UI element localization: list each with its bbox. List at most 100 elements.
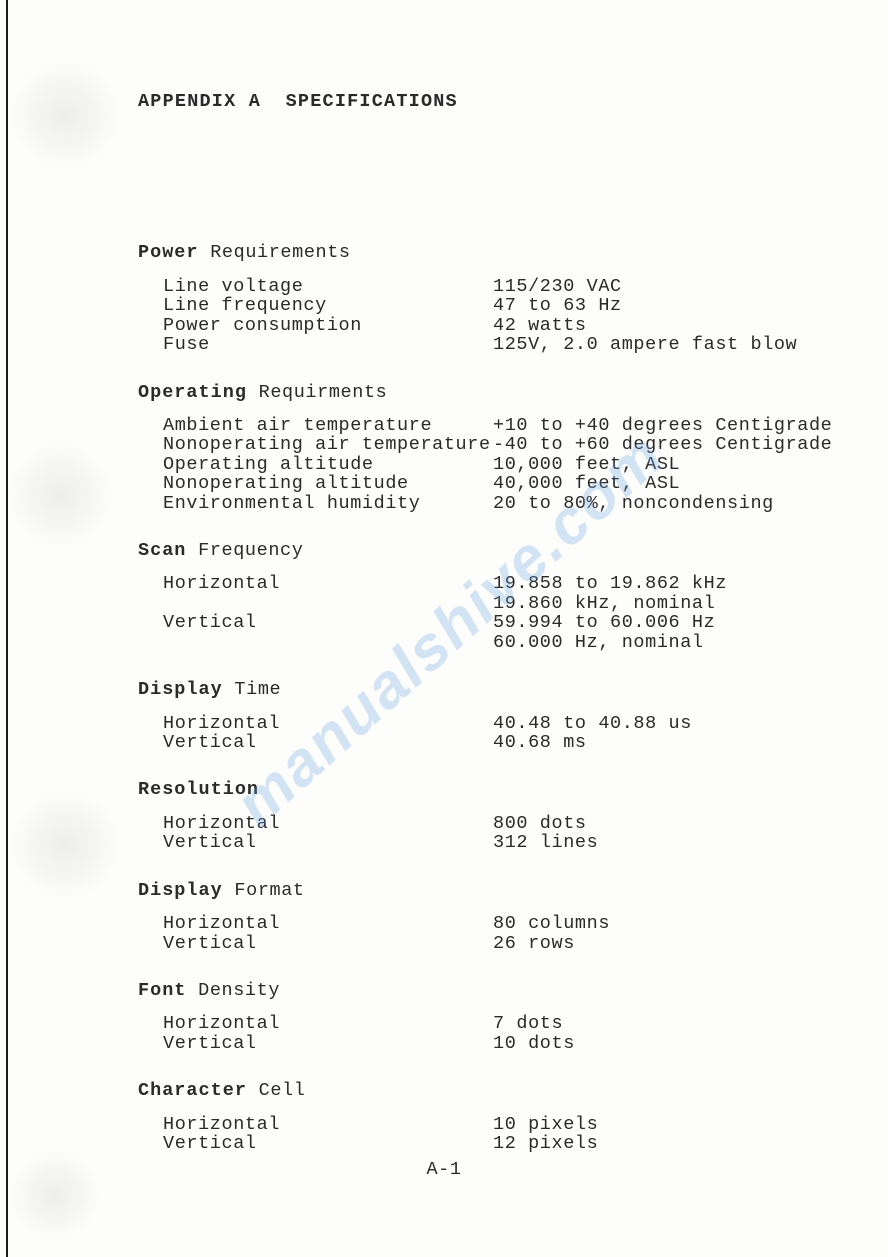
section-heading-bold: Operating xyxy=(138,382,247,403)
section-heading: Power Requirements xyxy=(138,243,858,262)
section-heading: Resolution xyxy=(138,780,858,799)
spec-label: Horizontal xyxy=(163,714,493,733)
spec-block: Line voltage115/230 VACLine frequency47 … xyxy=(138,277,858,355)
spec-value: 115/230 VAC xyxy=(493,277,622,296)
spec-row: Operating altitude10,000 feet, ASL xyxy=(163,455,858,474)
section-heading-bold: Font xyxy=(138,980,186,1001)
page-title: APPENDIX A SPECIFICATIONS xyxy=(138,92,858,111)
spec-label: Ambient air temperature xyxy=(163,416,493,435)
page: manualshive.com APPENDIX A SPECIFICATION… xyxy=(0,0,888,1257)
spec-row: Horizontal80 columns xyxy=(163,914,858,933)
spec-block: Horizontal10 pixelsVertical12 pixels xyxy=(138,1115,858,1154)
section-heading: Display Time xyxy=(138,680,858,699)
section-heading-rest: Time xyxy=(223,679,282,700)
spec-value: 40,000 feet, ASL xyxy=(493,474,680,493)
spec-label: Nonoperating altitude xyxy=(163,474,493,493)
spec-value: 12 pixels xyxy=(493,1134,598,1153)
spec-value: 60.000 Hz, nominal xyxy=(493,633,704,652)
spec-label: Line voltage xyxy=(163,277,493,296)
spec-value: 47 to 63 Hz xyxy=(493,296,622,315)
spec-value: 10,000 feet, ASL xyxy=(493,455,680,474)
spec-value: 19.860 kHz, nominal xyxy=(493,594,715,613)
spec-label: Vertical xyxy=(163,1034,493,1053)
spec-label xyxy=(163,594,493,613)
spec-label: Horizontal xyxy=(163,814,493,833)
spec-row: Vertical40.68 ms xyxy=(163,733,858,752)
scan-noise xyxy=(10,60,120,170)
spec-row: Nonoperating air temperature-40 to +60 d… xyxy=(163,435,858,454)
spec-label: Horizontal xyxy=(163,574,493,593)
spec-row: Line frequency47 to 63 Hz xyxy=(163,296,858,315)
spec-label: Nonoperating air temperature xyxy=(163,435,493,454)
scan-noise xyxy=(10,440,110,550)
spec-label: Horizontal xyxy=(163,1014,493,1033)
spec-row: Vertical59.994 to 60.006 Hz xyxy=(163,613,858,632)
scan-noise xyxy=(10,790,120,900)
spec-block: Horizontal19.858 to 19.862 kHz19.860 kHz… xyxy=(138,574,858,652)
spec-label: Power consumption xyxy=(163,316,493,335)
spec-value: +10 to +40 degrees Centigrade xyxy=(493,416,832,435)
spec-block: Horizontal40.48 to 40.88 usVertical40.68… xyxy=(138,714,858,753)
spec-row: Line voltage115/230 VAC xyxy=(163,277,858,296)
spec-block: Ambient air temperature+10 to +40 degree… xyxy=(138,416,858,513)
spec-block: Horizontal800 dotsVertical312 lines xyxy=(138,814,858,853)
spec-label: Horizontal xyxy=(163,1115,493,1134)
spec-row: Power consumption42 watts xyxy=(163,316,858,335)
spec-label: Vertical xyxy=(163,613,493,632)
section-heading-bold: Display xyxy=(138,880,223,901)
section-heading-rest: Density xyxy=(186,980,280,1001)
section-heading-bold: Resolution xyxy=(138,779,259,800)
left-margin-rule xyxy=(6,0,8,1257)
spec-value: 20 to 80%, noncondensing xyxy=(493,494,774,513)
spec-value: 312 lines xyxy=(493,833,598,852)
spec-row: Horizontal10 pixels xyxy=(163,1115,858,1134)
section-heading: Scan Frequency xyxy=(138,541,858,560)
section-heading-rest: Requirments xyxy=(247,382,387,403)
spec-value: 40.68 ms xyxy=(493,733,587,752)
spec-label: Vertical xyxy=(163,733,493,752)
spec-row: 60.000 Hz, nominal xyxy=(163,633,858,652)
spec-label: Environmental humidity xyxy=(163,494,493,513)
spec-block: Horizontal80 columnsVertical26 rows xyxy=(138,914,858,953)
section-heading-bold: Character xyxy=(138,1080,247,1101)
spec-row: Environmental humidity20 to 80%, noncond… xyxy=(163,494,858,513)
spec-row: Ambient air temperature+10 to +40 degree… xyxy=(163,416,858,435)
spec-value: 10 pixels xyxy=(493,1115,598,1134)
spec-value: 10 dots xyxy=(493,1034,575,1053)
spec-label: Operating altitude xyxy=(163,455,493,474)
spec-block: Horizontal7 dotsVertical10 dots xyxy=(138,1014,858,1053)
spec-row: Horizontal7 dots xyxy=(163,1014,858,1033)
section-heading: Operating Requirments xyxy=(138,383,858,402)
spec-row: Horizontal40.48 to 40.88 us xyxy=(163,714,858,733)
spec-value: 19.858 to 19.862 kHz xyxy=(493,574,727,593)
section-heading: Character Cell xyxy=(138,1081,858,1100)
spec-row: Nonoperating altitude40,000 feet, ASL xyxy=(163,474,858,493)
section-heading: Font Density xyxy=(138,981,858,1000)
spec-row: Horizontal19.858 to 19.862 kHz xyxy=(163,574,858,593)
section-heading-rest: Frequency xyxy=(186,540,303,561)
spec-value: 42 watts xyxy=(493,316,587,335)
spec-label: Vertical xyxy=(163,833,493,852)
spec-row: Vertical312 lines xyxy=(163,833,858,852)
spec-row: Vertical26 rows xyxy=(163,934,858,953)
spec-value: 125V, 2.0 ampere fast blow xyxy=(493,335,797,354)
spec-row: Horizontal800 dots xyxy=(163,814,858,833)
spec-row: Vertical12 pixels xyxy=(163,1134,858,1153)
spec-label: Horizontal xyxy=(163,914,493,933)
spec-row: Fuse125V, 2.0 ampere fast blow xyxy=(163,335,858,354)
spec-label: Vertical xyxy=(163,1134,493,1153)
spec-value: 7 dots xyxy=(493,1014,563,1033)
spec-value: 59.994 to 60.006 Hz xyxy=(493,613,715,632)
spec-value: 80 columns xyxy=(493,914,610,933)
spec-label: Line frequency xyxy=(163,296,493,315)
section-heading: Display Format xyxy=(138,881,858,900)
spec-label xyxy=(163,633,493,652)
section-heading-bold: Power xyxy=(138,242,199,263)
spec-value: 800 dots xyxy=(493,814,587,833)
spec-label: Fuse xyxy=(163,335,493,354)
section-heading-rest: Requirements xyxy=(199,242,351,263)
page-number: A-1 xyxy=(0,1160,888,1179)
spec-value: 26 rows xyxy=(493,934,575,953)
section-heading-rest: Cell xyxy=(247,1080,306,1101)
spec-value: -40 to +60 degrees Centigrade xyxy=(493,435,832,454)
